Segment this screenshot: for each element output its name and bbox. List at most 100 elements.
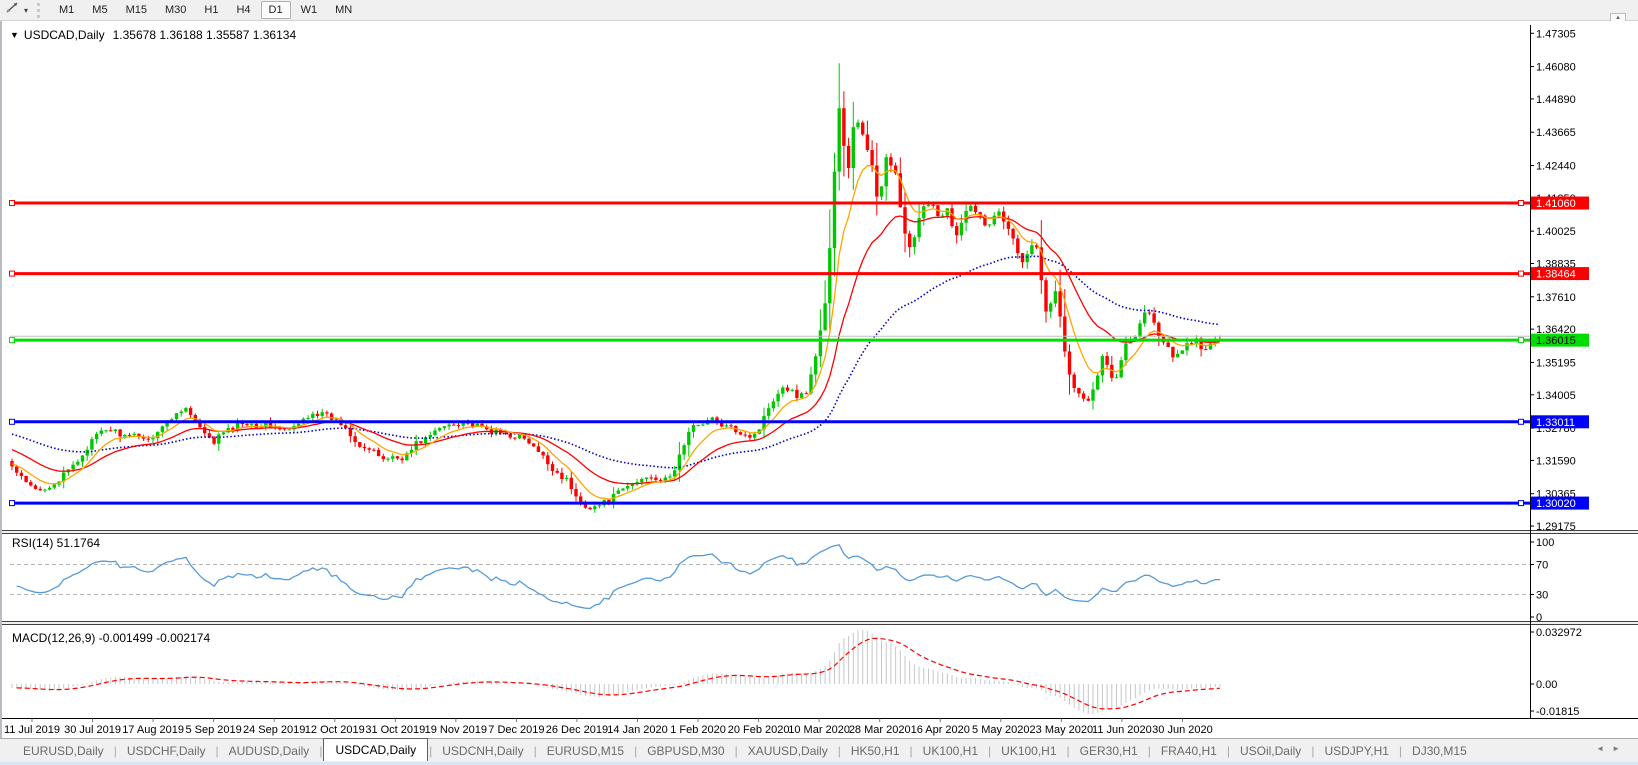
hline-resistance-1.41060[interactable]: 1.41060 bbox=[9, 196, 1590, 211]
chart-title: ▼ USDCAD,Daily 1.35678 1.36188 1.35587 1.3… bbox=[10, 28, 296, 42]
timeframe-button-d1[interactable]: D1 bbox=[260, 1, 291, 19]
chart-tab-eurusd-daily[interactable]: EURUSD,Daily bbox=[23, 743, 104, 758]
timeframe-button-w1[interactable]: W1 bbox=[300, 4, 318, 16]
price-axis-tick-label: 1.43665 bbox=[1536, 127, 1576, 139]
hline-price-label: 1.30020 bbox=[1536, 498, 1576, 510]
tab-separator: | bbox=[1311, 743, 1315, 758]
tab-separator: | bbox=[215, 743, 219, 758]
date-axis-label: 31 Oct 2019 bbox=[365, 724, 425, 736]
date-axis-label: 5 May 2020 bbox=[972, 724, 1029, 736]
date-axis-label: 24 Sep 2019 bbox=[243, 724, 305, 736]
date-axis-label: 1 Feb 2020 bbox=[670, 724, 726, 736]
tab-separator: | bbox=[634, 743, 638, 758]
status-strip bbox=[0, 762, 1638, 765]
tab-scroll-left-icon[interactable]: ◄ bbox=[1596, 744, 1613, 753]
tab-separator: | bbox=[988, 743, 992, 758]
chart-tab-uk100-h1[interactable]: UK100,H1 bbox=[1001, 743, 1057, 758]
tab-separator: | bbox=[429, 743, 433, 758]
chart-tab-usdcnh-daily[interactable]: USDCNH,Daily bbox=[442, 743, 524, 758]
price-axis-tick-label: 1.37610 bbox=[1536, 292, 1576, 304]
chart-title-symbol: USDCAD,Daily bbox=[23, 28, 105, 42]
ma-ema-slow-line bbox=[11, 255, 1220, 469]
date-axis-label: 10 Mar 2020 bbox=[788, 724, 850, 736]
chart-title-collapse-icon[interactable]: ▼ bbox=[10, 30, 19, 40]
tab-separator: | bbox=[1066, 743, 1070, 758]
candles-layer bbox=[10, 63, 1222, 513]
chart-tab-bar: EURUSD,Daily | USDCHF,Daily | AUDUSD,Daily | U… bbox=[0, 737, 1638, 762]
draw-tool-button[interactable]: ▾ bbox=[0, 0, 32, 20]
timeframe-button-m15[interactable]: M15 bbox=[125, 4, 147, 16]
chart-tab-hk50-h1[interactable]: HK50,H1 bbox=[850, 743, 900, 758]
draw-tool-icon bbox=[4, 0, 21, 20]
macd-axis-label: 0.00 bbox=[1536, 679, 1557, 691]
date-axis-label: 20 Feb 2020 bbox=[728, 724, 790, 736]
rsi-axis-label: 100 bbox=[1536, 537, 1554, 549]
price-axis-tick-label: 1.34005 bbox=[1536, 390, 1576, 402]
chart-tab-usdcad-daily[interactable]: USDCAD,Daily bbox=[323, 737, 429, 761]
price-axis-tick-label: 1.36420 bbox=[1536, 324, 1576, 336]
macd-signal-line bbox=[16, 637, 1220, 710]
hline-price-label: 1.33011 bbox=[1536, 417, 1575, 429]
macd-axis-label: -0.01815 bbox=[1536, 706, 1579, 718]
macd-histogram bbox=[11, 630, 1221, 714]
chart-canvas: 1.473051.460801.448901.436651.424401.412… bbox=[2, 25, 1638, 736]
chart-tab-usdchf-daily[interactable]: USDCHF,Daily bbox=[126, 743, 206, 758]
hline-support-1.30020[interactable]: 1.30020 bbox=[9, 496, 1590, 511]
date-axis-label: 26 Dec 2019 bbox=[546, 724, 608, 736]
date-axis-label: 11 Jul 2019 bbox=[4, 724, 60, 736]
timeframe-button-h1[interactable]: H1 bbox=[204, 4, 219, 16]
tab-separator: | bbox=[909, 743, 913, 758]
chart-tab-uk100-h1[interactable]: UK100,H1 bbox=[922, 743, 979, 758]
chart-tab-gbpusd-m30[interactable]: GBPUSD,M30 bbox=[647, 743, 725, 758]
chart-tab-xauusd-daily[interactable]: XAUUSD,Daily bbox=[747, 743, 828, 758]
hline-bid-line-1.36015[interactable]: 1.36015 bbox=[9, 333, 1590, 348]
toolbar-grip bbox=[37, 2, 45, 18]
price-axis-tick-label: 1.40025 bbox=[1536, 226, 1576, 238]
chart-tab-usdjpy-h1[interactable]: USDJPY,H1 bbox=[1324, 743, 1389, 758]
hline-support-1.33011[interactable]: 1.33011 bbox=[9, 415, 1590, 429]
chart-tab-usoil-daily[interactable]: USOil,Daily bbox=[1239, 743, 1302, 758]
macd-axis: 0.032972 0.00 -0.01815 bbox=[1530, 627, 1582, 718]
timeframe-button-group: M1 M5 M15 M30 H1 H4 D1 W1 MN bbox=[50, 1, 361, 19]
ma-ema-fast-line bbox=[11, 165, 1221, 500]
hline-price-label: 1.36015 bbox=[1536, 335, 1576, 347]
top-toolbar: ▾ M1 M5 M15 M30 H1 H4 D1 W1 MN bbox=[0, 0, 1638, 21]
price-axis-tick-label: 1.44890 bbox=[1536, 94, 1576, 106]
date-axis-label: 7 Dec 2019 bbox=[488, 724, 544, 736]
price-axis-tick-label: 1.42440 bbox=[1536, 161, 1576, 173]
rsi-indicator-label: RSI(14) 51.1764 bbox=[12, 536, 101, 550]
hline-resistance-1.38464[interactable]: 1.38464 bbox=[9, 267, 1590, 281]
tab-separator: | bbox=[113, 743, 117, 758]
rsi-axis-label: 30 bbox=[1536, 590, 1548, 602]
tab-separator: | bbox=[837, 743, 841, 758]
tab-scroll-right-icon[interactable]: ► bbox=[1612, 744, 1628, 753]
chart-tab-ger30-h1[interactable]: GER30,H1 bbox=[1079, 743, 1138, 758]
date-axis-label: 17 Aug 2019 bbox=[122, 724, 184, 736]
date-axis-label: 11 Jun 2020 bbox=[1092, 724, 1152, 736]
ma-ema-mid-line bbox=[11, 215, 1220, 485]
chart-tab-audusd-daily[interactable]: AUDUSD,Daily bbox=[228, 743, 310, 758]
price-axis: 1.473051.460801.448901.436651.424401.412… bbox=[1530, 28, 1576, 533]
chart-tab-fra40-h1[interactable]: FRA40,H1 bbox=[1160, 743, 1217, 758]
timeframe-button-m5[interactable]: M5 bbox=[92, 4, 108, 16]
chart-tabs: EURUSD,Daily | USDCHF,Daily | AUDUSD,Daily | U… bbox=[14, 737, 1476, 761]
date-axis-label: 5 Sep 2019 bbox=[186, 724, 242, 736]
chart-title-ohlc: 1.35678 1.36188 1.35587 1.36134 bbox=[112, 28, 297, 42]
date-axis-label: 14 Jan 2020 bbox=[607, 724, 668, 736]
timeframe-button-m1[interactable]: M1 bbox=[59, 4, 75, 16]
tab-separator: | bbox=[1226, 743, 1230, 758]
rsi-axis: 100 70 30 0 bbox=[1530, 537, 1554, 624]
date-axis-label: 12 Oct 2019 bbox=[305, 724, 365, 736]
timeframe-button-m30[interactable]: M30 bbox=[164, 4, 187, 16]
hline-price-label: 1.38464 bbox=[1536, 269, 1576, 281]
price-axis-tick-label: 1.35195 bbox=[1536, 357, 1576, 369]
timeframe-button-mn[interactable]: MN bbox=[335, 4, 353, 16]
timeframe-button-h4[interactable]: H4 bbox=[236, 4, 251, 16]
chevron-down-icon[interactable]: ▾ bbox=[24, 5, 29, 15]
panel-frame bbox=[2, 25, 1638, 719]
chart-tab-eurusd-m15[interactable]: EURUSD,M15 bbox=[546, 743, 625, 758]
price-axis-tick-label: 1.47305 bbox=[1536, 28, 1576, 40]
chart-tab-dj30-m15[interactable]: DJ30,M15 bbox=[1412, 743, 1467, 758]
date-axis-label: 28 Mar 2020 bbox=[849, 724, 911, 736]
tab-scroll-arrows: ◄► bbox=[1596, 744, 1628, 753]
